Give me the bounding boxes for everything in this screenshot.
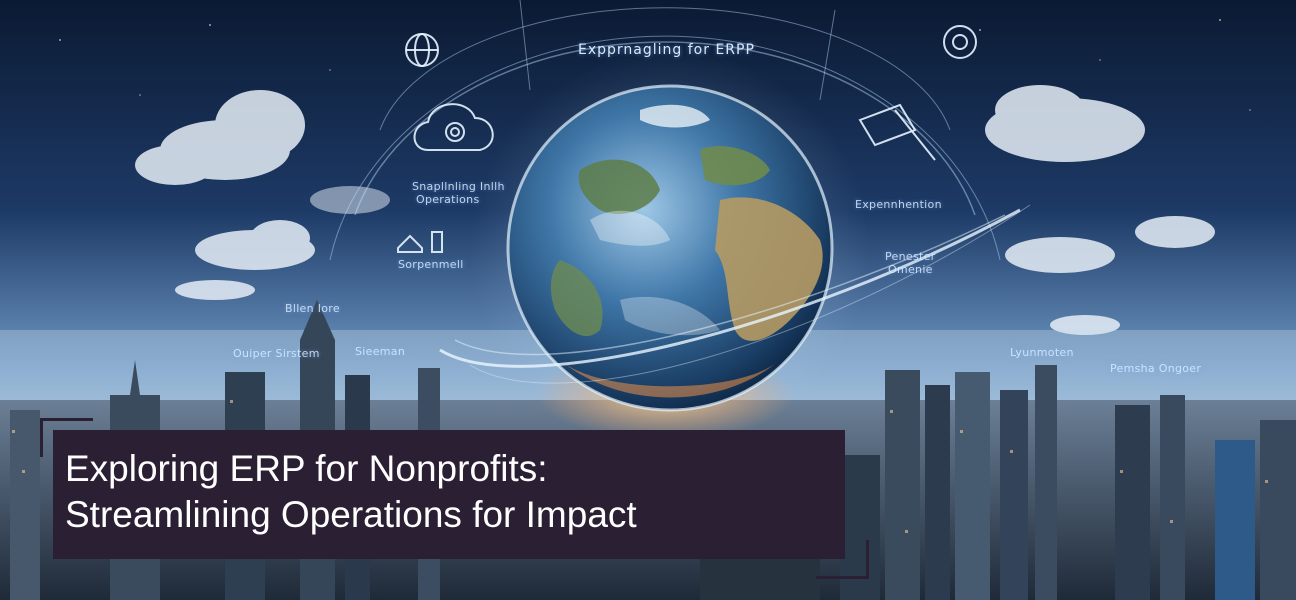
clouds — [135, 85, 1215, 335]
house-icon — [397, 234, 423, 253]
title-line-2: Streamlining Operations for Impact — [65, 494, 637, 535]
corner-bracket-top-left — [40, 418, 93, 457]
hologram-label-right-city-a: Lyunmoten — [1010, 346, 1074, 359]
globe-icon — [405, 33, 439, 67]
stars — [59, 19, 1251, 111]
hologram-label-right-city-b: Pemsha Ongoer — [1110, 362, 1202, 375]
hologram-label-right-mid-sub: Omenie — [888, 263, 933, 276]
title-card: Exploring ERP for Nonprofits: Streamlini… — [53, 430, 845, 559]
hologram-rings — [329, 0, 1001, 261]
satellite-icon — [858, 103, 936, 161]
hologram-label-left-low: Bllen Iore — [285, 302, 340, 315]
hologram-label-left-top: Snapllnling Inllh — [412, 180, 505, 193]
hologram-label-left-top-sub: Operations — [416, 193, 480, 206]
earth-globe — [506, 84, 834, 412]
building-icon — [431, 231, 443, 253]
gear-icon — [943, 25, 977, 59]
hologram-label-left-mid: Sorpenmell — [398, 258, 464, 271]
title-line-1: Exploring ERP for Nonprofits: — [65, 448, 548, 489]
corner-bracket-bottom-right — [816, 540, 869, 579]
hologram-label-right-mid: Penester — [885, 250, 936, 263]
hologram-label-right-top: Expennhention — [855, 198, 942, 211]
orbit-ring — [439, 204, 1031, 384]
hologram-label-left-city-a: Ouiper Sirstem — [233, 347, 320, 360]
hologram-label-left-city-b: Sieeman — [355, 345, 406, 358]
cloud-target-icon — [413, 103, 494, 151]
hologram-arc-heading: Expprnagling for ERPP — [578, 42, 755, 58]
